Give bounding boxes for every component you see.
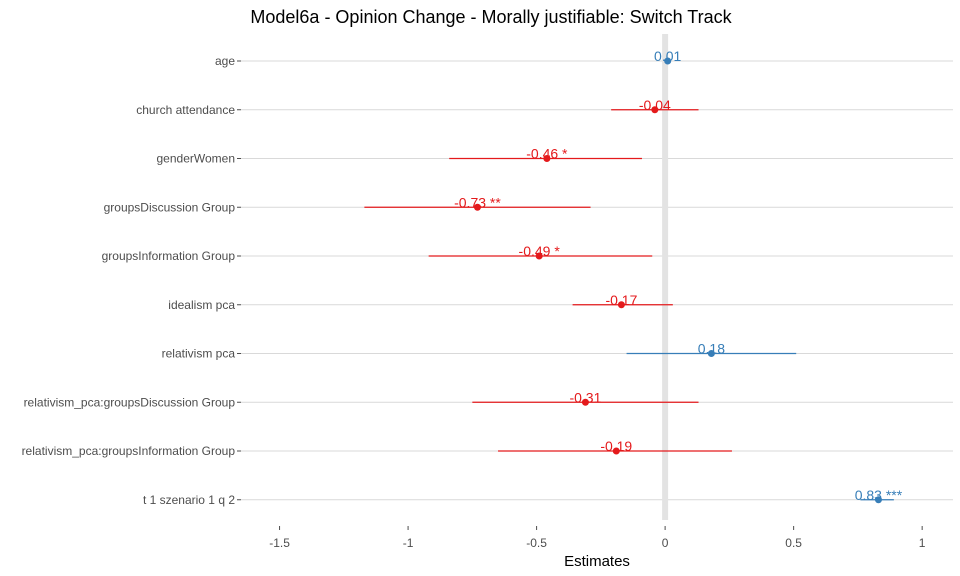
y-axis-label: groupsInformation Group — [102, 249, 236, 263]
estimate-label: -0.46 * — [526, 146, 568, 162]
estimate-point — [874, 496, 882, 504]
y-axis-label: relativism_pca:groupsDiscussion Group — [24, 395, 236, 409]
x-axis-title: Estimates — [564, 553, 630, 570]
estimate-label: -0.04 — [639, 97, 671, 113]
x-axis-tick-label: 0.5 — [785, 536, 802, 550]
x-axis-tick-label: -0.5 — [526, 536, 547, 550]
estimate-label: -0.49 * — [519, 243, 561, 259]
estimate-point — [581, 398, 589, 406]
estimate-label: 0.83 *** — [855, 487, 903, 503]
estimate-point — [664, 57, 672, 65]
estimate-label: 0.01 — [654, 48, 681, 64]
estimate-label: -0.19 — [600, 438, 632, 454]
y-axis-label: relativism_pca:groupsInformation Group — [22, 444, 236, 458]
x-axis-tick-label: -1.5 — [269, 536, 290, 550]
grid-lines — [241, 60, 953, 501]
x-axis-ticks: -1.5 -1 -0.5 0 0.5 1 — [269, 526, 926, 550]
estimate-label: 0.18 — [698, 341, 725, 357]
estimate-label: -0.31 — [569, 389, 601, 405]
estimate-point — [707, 350, 715, 357]
x-axis-tick-label: -1 — [403, 536, 414, 550]
y-axis-label: age — [215, 54, 235, 68]
estimate-point — [543, 155, 551, 162]
y-axis-label: idealism pca — [168, 298, 235, 312]
estimate-point — [617, 301, 625, 309]
estimate-point — [535, 252, 543, 260]
y-axis-term-labels: age church attendance genderWomen groupsDis… — [22, 54, 241, 507]
y-axis-label: relativism pca — [162, 347, 236, 361]
y-axis-label: groupsDiscussion Group — [104, 200, 236, 214]
estimate-point — [612, 447, 620, 455]
x-axis-tick-label: 1 — [919, 536, 926, 550]
estimate-label: -0.17 — [605, 292, 637, 308]
y-axis-label: t 1 szenario 1 q 2 — [143, 493, 235, 507]
estimate-label: -0.73 ** — [454, 194, 501, 210]
estimate-point — [651, 106, 659, 114]
x-axis-tick-label: 0 — [662, 536, 669, 550]
estimate-point — [473, 203, 481, 211]
y-axis-label: church attendance — [136, 103, 235, 117]
y-axis-label: genderWomen — [157, 152, 236, 166]
chart-title: Model6a - Opinion Change - Morally justi… — [250, 7, 732, 27]
estimate-series: 0.01 -0.04 -0.46 * -0.73 ** -0.49 * -0.17 0.18… — [364, 48, 903, 504]
